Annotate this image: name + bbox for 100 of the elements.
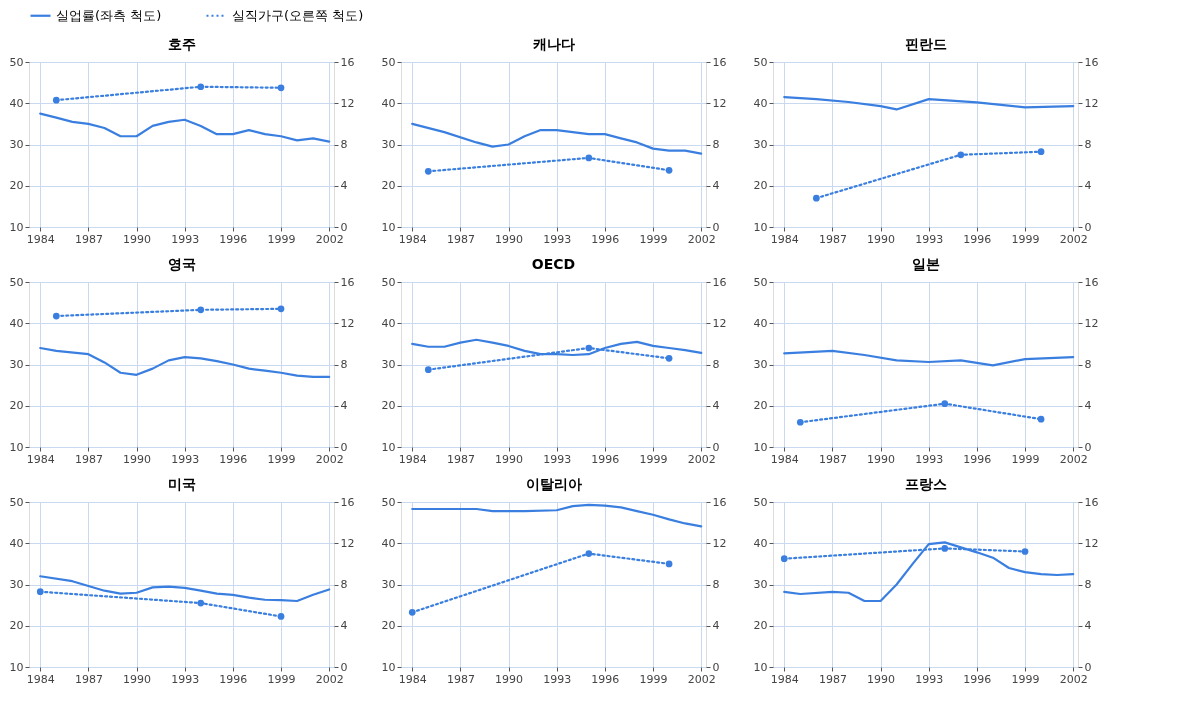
point (424, 167, 432, 175)
point (585, 154, 593, 162)
line-series (783, 95, 1075, 111)
point (277, 305, 285, 313)
y-tick-label: 40 (9, 316, 24, 330)
y-tick-label: 50 (9, 275, 24, 289)
y-tick-label: 40 (753, 96, 768, 110)
y2-tick-label: 4 (340, 619, 348, 633)
legend-label: 실업률(좌측 척도) (56, 7, 162, 23)
y-tick-label: 50 (9, 55, 24, 69)
y-tick-label: 40 (753, 316, 768, 330)
line-series (411, 122, 703, 155)
y-tick-label: 30 (381, 138, 396, 151)
x-tick-label: 1996 (219, 452, 248, 466)
x-tick-label: 1984 (26, 672, 55, 686)
y-tick-label: 40 (9, 536, 24, 550)
line-series (39, 346, 331, 378)
y-tick-label: 30 (381, 358, 396, 371)
x-tick-label: 1987 (818, 452, 847, 466)
chart-title: 미국 (167, 476, 196, 492)
y2-tick-label: 0 (1084, 440, 1092, 454)
x-tick-label: 1984 (770, 672, 799, 686)
x-tick-label: 1984 (398, 452, 427, 466)
y-tick-label: 50 (381, 55, 396, 69)
x-tick-label: 2002 (687, 232, 716, 246)
y2-tick-label: 4 (340, 399, 348, 413)
y-tick-label: 40 (381, 96, 396, 110)
legend-label: 실직가구(오른쪽 척도) (232, 7, 364, 23)
point (665, 166, 673, 174)
y2-tick-label: 8 (712, 138, 720, 151)
y2-tick-label: 0 (712, 220, 720, 234)
x-tick-label: 1993 (171, 672, 200, 686)
y-tick-label: 10 (753, 660, 768, 674)
x-tick-label: 2002 (1059, 672, 1088, 686)
point (796, 418, 804, 426)
y-tick-label: 10 (381, 440, 396, 454)
point (941, 400, 949, 408)
y-tick-label: 20 (9, 179, 24, 193)
x-tick-label: 1984 (26, 232, 55, 246)
point (665, 354, 673, 362)
y-tick-label: 20 (9, 619, 24, 633)
x-tick-label: 1996 (591, 232, 620, 246)
x-tick-label: 1999 (267, 672, 296, 686)
y2-tick-label: 12 (340, 316, 355, 330)
point (197, 599, 205, 607)
point (408, 609, 416, 616)
y2-tick-label: 8 (1084, 358, 1092, 371)
y-tick-label: 20 (381, 619, 396, 633)
point (277, 613, 285, 620)
y2-tick-label: 16 (340, 495, 355, 509)
y-tick-label: 50 (381, 275, 396, 289)
y2-tick-label: 12 (712, 536, 727, 550)
y-tick-label: 20 (381, 179, 396, 193)
point (780, 555, 788, 563)
y2-tick-label: 8 (340, 578, 348, 591)
y2-tick-label: 16 (712, 495, 727, 509)
y2-tick-label: 16 (1084, 55, 1099, 69)
x-tick-label: 2002 (1059, 452, 1088, 466)
y2-tick-label: 4 (712, 179, 720, 193)
y2-tick-label: 0 (1084, 660, 1092, 674)
x-tick-label: 1990 (495, 672, 524, 686)
y2-tick-label: 16 (712, 55, 727, 69)
chart-title: 이탈리아 (525, 476, 582, 492)
x-tick-label: 2002 (315, 672, 344, 686)
y-tick-label: 20 (753, 399, 768, 413)
x-tick-label: 1996 (219, 672, 248, 686)
x-tick-label: 1993 (171, 232, 200, 246)
chart-title: 일본 (911, 256, 940, 272)
chart-title: 프랑스 (904, 476, 947, 492)
x-tick-label: 1999 (1011, 232, 1040, 246)
point (585, 550, 593, 557)
y-tick-label: 30 (381, 578, 396, 591)
x-tick-label: 2002 (687, 672, 716, 686)
point (665, 560, 673, 568)
line-series (783, 349, 1075, 367)
point (52, 312, 60, 320)
x-tick-label: 1990 (123, 672, 152, 686)
chart-title: 핀란드 (904, 36, 947, 52)
x-tick-label: 1993 (915, 672, 944, 686)
point (957, 151, 965, 159)
y-tick-label: 10 (9, 220, 24, 234)
y2-tick-label: 16 (1084, 495, 1099, 509)
y2-tick-label: 12 (1084, 96, 1099, 110)
y-tick-label: 30 (9, 358, 24, 371)
y-tick-label: 30 (9, 138, 24, 151)
x-tick-label: 1993 (915, 232, 944, 246)
x-tick-label: 1987 (446, 232, 475, 246)
x-tick-label: 1993 (171, 452, 200, 466)
y2-tick-label: 12 (1084, 536, 1099, 550)
x-tick-label: 1999 (639, 672, 668, 686)
y-tick-label: 10 (381, 220, 396, 234)
x-tick-label: 1999 (267, 232, 296, 246)
y-tick-label: 50 (381, 495, 396, 509)
y2-tick-label: 12 (712, 96, 727, 110)
x-tick-label: 1996 (963, 232, 992, 246)
y2-tick-label: 12 (712, 316, 727, 330)
x-tick-label: 1987 (446, 452, 475, 466)
x-tick-label: 1990 (495, 452, 524, 466)
line-series (39, 112, 331, 143)
x-tick-label: 2002 (1059, 232, 1088, 246)
